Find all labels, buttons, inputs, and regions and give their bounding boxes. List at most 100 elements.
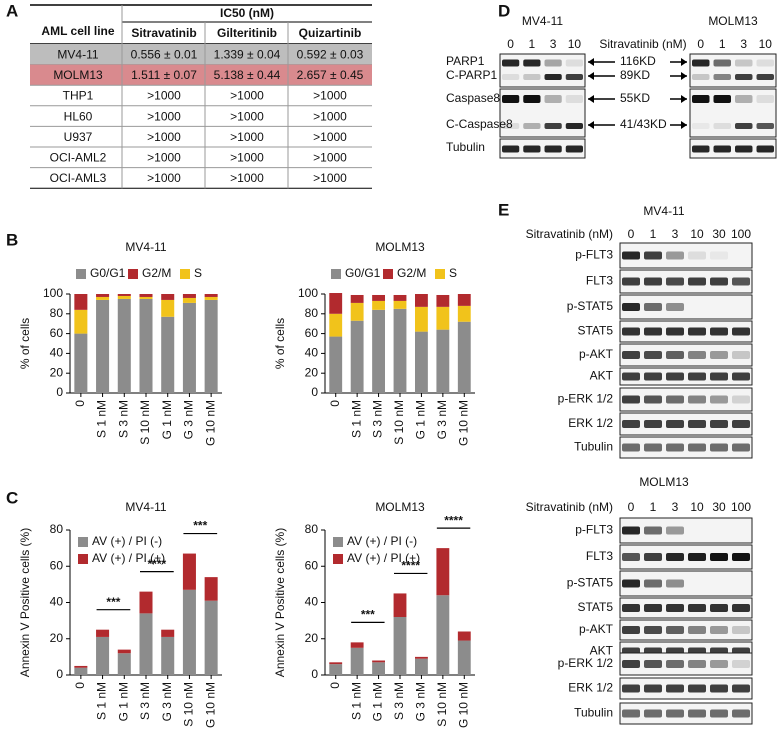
lane-label: 1 — [650, 500, 657, 514]
blot-band — [544, 145, 562, 153]
legend-label: G2/M — [397, 266, 426, 280]
blot-band — [735, 123, 753, 129]
blot-band — [622, 327, 640, 336]
x-tick-label: S 1 nM — [95, 682, 109, 720]
table-row-header: AML cell line — [41, 24, 114, 38]
blot-band — [666, 303, 684, 311]
legend-swatch — [78, 537, 88, 547]
bar-segment — [117, 295, 131, 299]
y-tick-label: 0 — [311, 667, 318, 681]
blot-band — [666, 660, 684, 668]
table-group-header: IC50 (nM) — [220, 6, 274, 20]
blot-band — [732, 420, 750, 428]
x-tick-label: G 10 nM — [203, 682, 217, 728]
table-cell: 2.657 ± 0.45 — [297, 68, 364, 82]
blot-row-label: ERK 1/2 — [568, 681, 613, 695]
blot-band — [644, 579, 662, 588]
size-marker: 116KD — [620, 54, 656, 68]
treatment-label: Sitravatinib (nM) — [526, 227, 613, 241]
y-tick-label: 40 — [50, 595, 64, 609]
blot-frame — [619, 242, 753, 269]
y-tick-label: 20 — [305, 365, 319, 379]
bar-segment — [74, 667, 88, 675]
x-tick-label: S 10 nM — [138, 400, 152, 445]
panel-label: B — [6, 230, 18, 249]
blot-frame — [619, 387, 753, 412]
blot-band — [688, 251, 706, 260]
blot-band — [565, 59, 583, 67]
y-axis-label: % of cells — [273, 318, 287, 369]
y-tick-label: 60 — [305, 558, 319, 572]
blot-band — [644, 660, 662, 668]
blot-band — [688, 553, 706, 561]
panel-label: E — [498, 200, 509, 219]
bar-segment — [372, 660, 385, 663]
table-cell: >1000 — [230, 130, 264, 144]
blot-band — [732, 277, 750, 286]
bar-segment — [350, 320, 364, 393]
bar-segment — [139, 294, 153, 297]
blot-frame — [619, 269, 753, 294]
blot-band — [622, 553, 640, 561]
blot-band — [644, 420, 662, 428]
bar-segment — [329, 664, 343, 675]
blot-band — [523, 74, 541, 80]
bar-segment — [372, 662, 385, 675]
x-tick-label: S 1 nM — [349, 400, 363, 438]
marker-arrowhead — [681, 72, 687, 80]
blot-band — [644, 351, 662, 359]
bar-segment — [182, 589, 196, 675]
blot-band — [688, 351, 706, 359]
blot-band — [688, 604, 706, 612]
bar-segment — [372, 300, 385, 310]
blot-frame — [689, 53, 777, 88]
blot-band — [565, 123, 583, 129]
blot-band — [688, 395, 706, 404]
lane-label: 3 — [740, 37, 747, 51]
legend-swatch — [331, 269, 341, 279]
marker-arrowhead — [588, 95, 594, 103]
blot-band — [644, 526, 662, 535]
blot-frame — [499, 138, 586, 159]
significance-label: *** — [361, 608, 375, 622]
bar-segment — [457, 631, 471, 641]
blot-band — [622, 660, 640, 668]
blot-band — [688, 443, 706, 452]
blot-band — [732, 553, 750, 561]
treatment-label: Sitravatinib (nM) — [599, 37, 686, 51]
table-cell: >1000 — [230, 150, 264, 164]
panel-label: C — [6, 488, 18, 507]
bar-segment — [96, 296, 110, 300]
blot-band — [644, 604, 662, 612]
bar-segment — [204, 577, 218, 601]
blot-band — [622, 526, 640, 535]
bar-segment — [415, 658, 428, 675]
blot-row-label: Tubulin — [446, 140, 485, 154]
lane-label: 3 — [550, 37, 557, 51]
chart-title: MOLM13 — [375, 240, 425, 254]
legend-label: S — [194, 266, 202, 280]
blot-band — [523, 145, 541, 153]
marker-arrowhead — [681, 58, 687, 66]
blot-row-label: FLT3 — [586, 549, 613, 563]
bar-segment — [415, 306, 428, 332]
table-cell: >1000 — [147, 171, 181, 185]
blot-row-label: p-FLT3 — [575, 523, 613, 537]
blot-band — [666, 626, 684, 634]
table-cell: >1000 — [147, 150, 181, 164]
blot-frame — [619, 652, 753, 676]
legend-swatch — [383, 269, 393, 279]
blot-band — [666, 327, 684, 336]
blot-band — [688, 709, 706, 718]
blot-band — [622, 395, 640, 404]
blot-band — [710, 626, 728, 634]
size-marker: 89KD — [620, 68, 650, 82]
blot-frame — [619, 570, 753, 597]
blot-band — [644, 553, 662, 561]
bar-segment — [161, 316, 175, 393]
bar-segment — [74, 294, 88, 310]
y-tick-label: 0 — [56, 667, 63, 681]
x-tick-label: 0 — [328, 400, 342, 407]
bar-segment — [393, 593, 407, 617]
blot-band — [666, 277, 684, 286]
